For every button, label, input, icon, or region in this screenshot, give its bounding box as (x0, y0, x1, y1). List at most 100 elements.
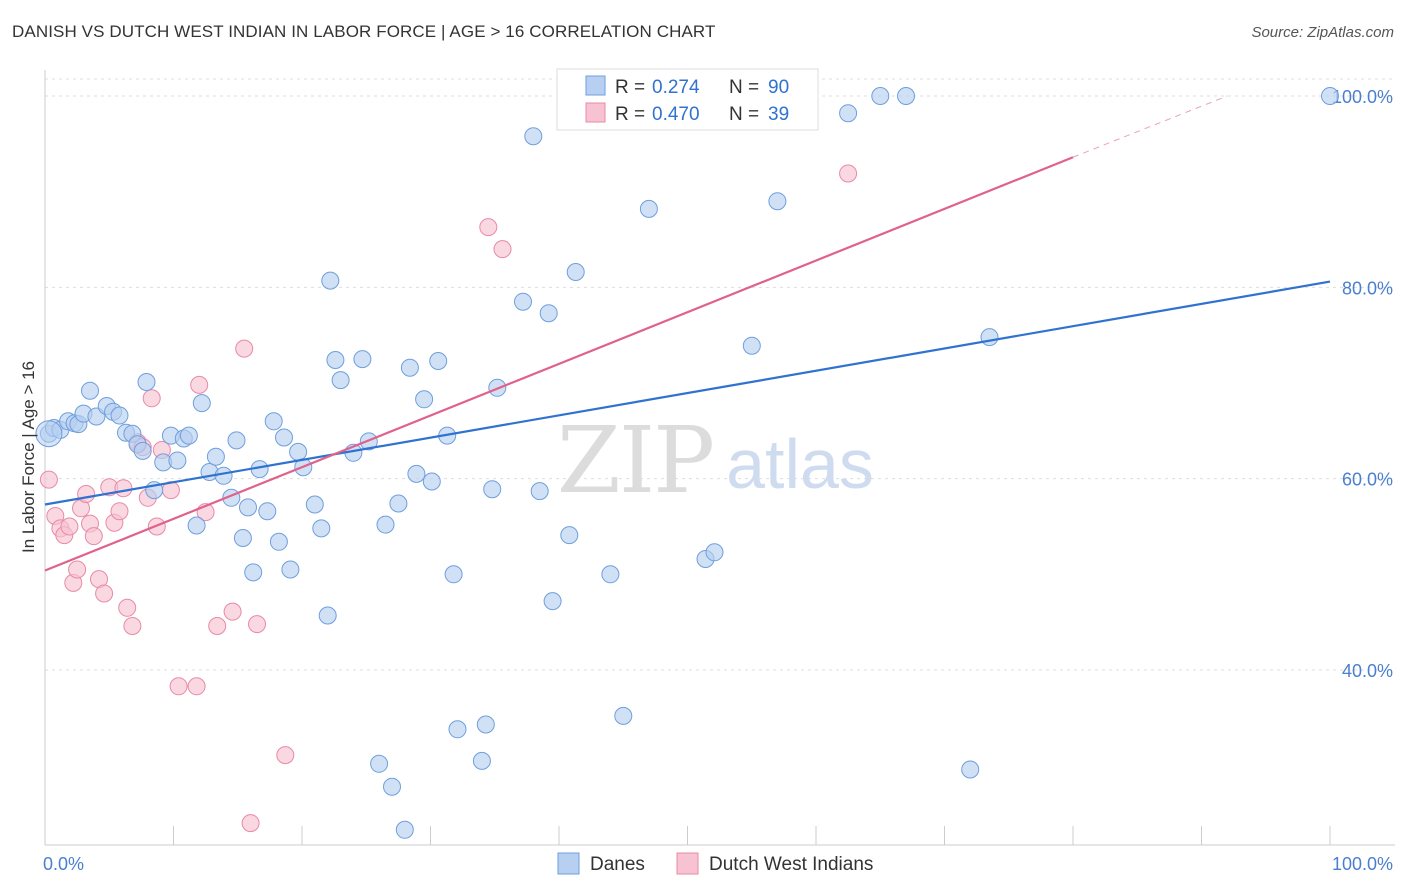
dutch-west-indians-point (68, 560, 87, 579)
series-danes (35, 87, 1339, 839)
danes-point (395, 820, 414, 839)
legend: R = 0.274 N = 90 R = 0.470 N = 39 (556, 68, 819, 131)
danes-point (448, 720, 467, 739)
danes-point (614, 706, 633, 725)
danes-point (483, 480, 502, 499)
danes-point (321, 271, 340, 290)
bottom-legend-swatch-danes (557, 852, 580, 875)
danes-point (383, 777, 401, 796)
gridlines (45, 78, 1395, 671)
danes-point (244, 563, 263, 582)
danes-point (560, 526, 579, 545)
dutch-west-indians-point (118, 598, 137, 617)
danes-point (289, 442, 308, 461)
danes-point (110, 406, 129, 425)
legend-r-label-1: R = (615, 77, 645, 98)
danes-point (192, 394, 211, 413)
danes-point (137, 373, 156, 391)
dutch-west-indians-point (142, 389, 161, 408)
y-tick-label: 100.0% (1332, 87, 1393, 107)
dutch-west-indians-point (60, 517, 79, 536)
dutch-west-indians-point (123, 617, 142, 635)
danes-point (415, 390, 434, 409)
danes-point (312, 519, 331, 538)
bottom-legend-label-danes: Danes (590, 854, 645, 875)
watermark-atlas: atlas (726, 425, 874, 503)
danes-point (187, 516, 206, 535)
legend-r-value-danes: 0.274 (652, 77, 700, 98)
dutch-west-indians-point (95, 584, 114, 603)
dutch-west-indians-point (187, 677, 206, 696)
danes-point (389, 494, 408, 513)
source-credit: Source: ZipAtlas.com (1251, 24, 1394, 41)
danes-point (81, 381, 99, 400)
bottom-legend-swatch-dutch-west-indians (676, 852, 699, 875)
danes-point (326, 351, 345, 369)
y-axis-label: In Labor Force | Age > 16 (19, 361, 38, 553)
danes-point (543, 592, 562, 611)
danes-point (742, 336, 761, 355)
danes-point (227, 431, 246, 450)
dutch-west-indians-point (248, 615, 266, 634)
danes-point (980, 328, 999, 347)
danes-point (639, 199, 658, 218)
danes-point (275, 428, 293, 447)
dutch-west-indians-point (169, 677, 188, 696)
danes-point (961, 760, 980, 779)
danes-point (269, 532, 288, 551)
danes-point (768, 192, 787, 211)
danes-point (601, 565, 620, 584)
danes-point (258, 502, 277, 521)
danes-point (566, 263, 585, 281)
dutch-west-indians-point (208, 617, 227, 635)
danes-point (422, 472, 441, 491)
danes-point (897, 87, 915, 105)
danes-point (179, 426, 198, 445)
danes-point (264, 412, 283, 431)
dutch-west-indians-point (114, 479, 133, 498)
legend-r-label-2: R = (615, 104, 645, 125)
legend-swatch-dutch-west-indians (585, 102, 606, 123)
danes-point (705, 543, 724, 562)
dutch-west-indians-point (190, 375, 209, 394)
y-tick-label: 60.0% (1342, 470, 1393, 490)
legend-n-value-dutch-west-indians: 39 (768, 104, 789, 125)
bottom-legend-label-dutch-west-indians: Dutch West Indians (709, 854, 873, 875)
y-tick-label: 40.0% (1342, 661, 1393, 681)
dutch-west-indians-point (479, 218, 498, 237)
danes-point (530, 482, 549, 501)
danes-point (168, 451, 187, 470)
x-tick-label: 0.0% (43, 854, 84, 874)
danes-point (429, 352, 448, 370)
legend-r-value-dutch-west-indians: 0.470 (652, 104, 700, 125)
danes-point (514, 292, 532, 311)
danes-point (206, 447, 225, 466)
dutch-west-indians-point (77, 485, 96, 503)
danes-point (1321, 87, 1339, 105)
dutch-west-indians-point (839, 164, 858, 183)
watermark-zip: ZIP (557, 407, 713, 514)
danes-point (407, 464, 426, 483)
danes-point (281, 560, 300, 579)
danes-point (444, 565, 463, 584)
dutch-west-indians-point (110, 502, 129, 521)
dutch-west-indians-point (39, 470, 58, 489)
dutch-west-indians-point (223, 602, 242, 621)
legend-n-value-danes: 90 (768, 77, 789, 98)
danes-point (133, 441, 152, 460)
x-tick-label: 100.0% (1332, 854, 1393, 874)
trend-lines (44, 95, 1331, 572)
legend-n-label-2: N = (729, 104, 759, 125)
danes-point (539, 304, 558, 323)
danes-trend-line (44, 280, 1331, 506)
dutch-west-indians-trend-extension (1072, 95, 1228, 158)
danes-point (239, 498, 257, 517)
legend-swatch-danes (585, 75, 606, 96)
dutch-west-indians-point (276, 746, 295, 765)
dutch-west-indians-point (235, 339, 254, 358)
axes: 40.0% 60.0% 80.0% 100.0% 0.0% 100.0% (43, 70, 1395, 874)
danes-point (400, 358, 419, 377)
danes-point (871, 87, 890, 105)
dutch-west-indians-point (493, 240, 512, 259)
